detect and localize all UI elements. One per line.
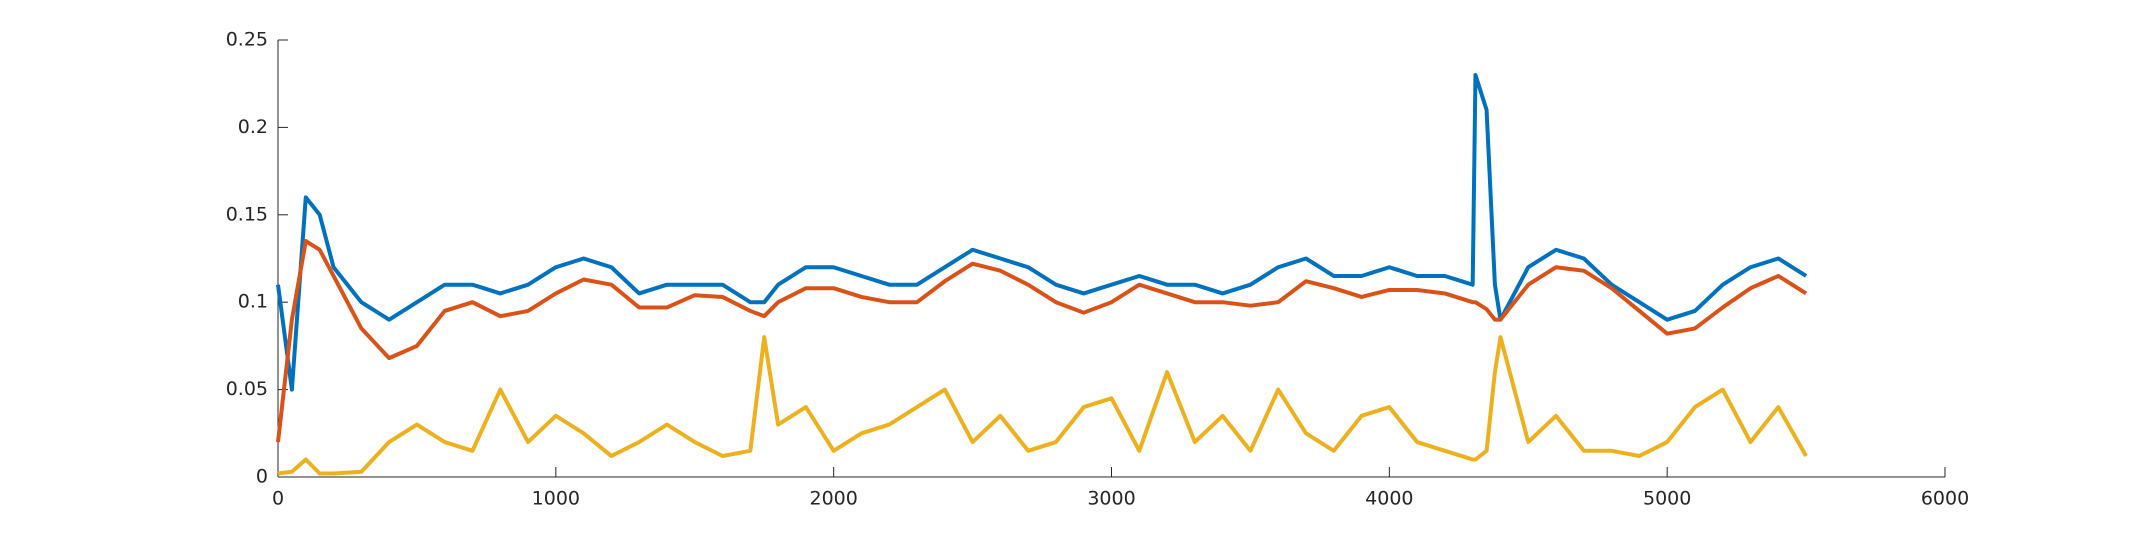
x-tick-label: 4000	[1365, 488, 1413, 510]
x-tick-label: 5000	[1643, 488, 1691, 510]
x-tick-label: 3000	[1087, 488, 1135, 510]
x-tick-label: 2000	[809, 488, 857, 510]
y-tick-label: 0.1	[238, 291, 268, 313]
x-tick-label: 0	[272, 488, 284, 510]
y-tick-label: 0.05	[226, 378, 268, 400]
series-line	[276, 72, 1808, 392]
x-tick-label: 6000	[1921, 488, 1969, 510]
x-tick-label: 1000	[532, 488, 580, 510]
y-tick-label: 0	[256, 466, 268, 488]
y-tick-label: 0.2	[238, 116, 268, 138]
series-line	[277, 335, 1808, 476]
series-line	[276, 239, 1808, 443]
y-tick-label: 0.25	[226, 29, 268, 51]
y-tick-label: 0.15	[226, 203, 268, 225]
